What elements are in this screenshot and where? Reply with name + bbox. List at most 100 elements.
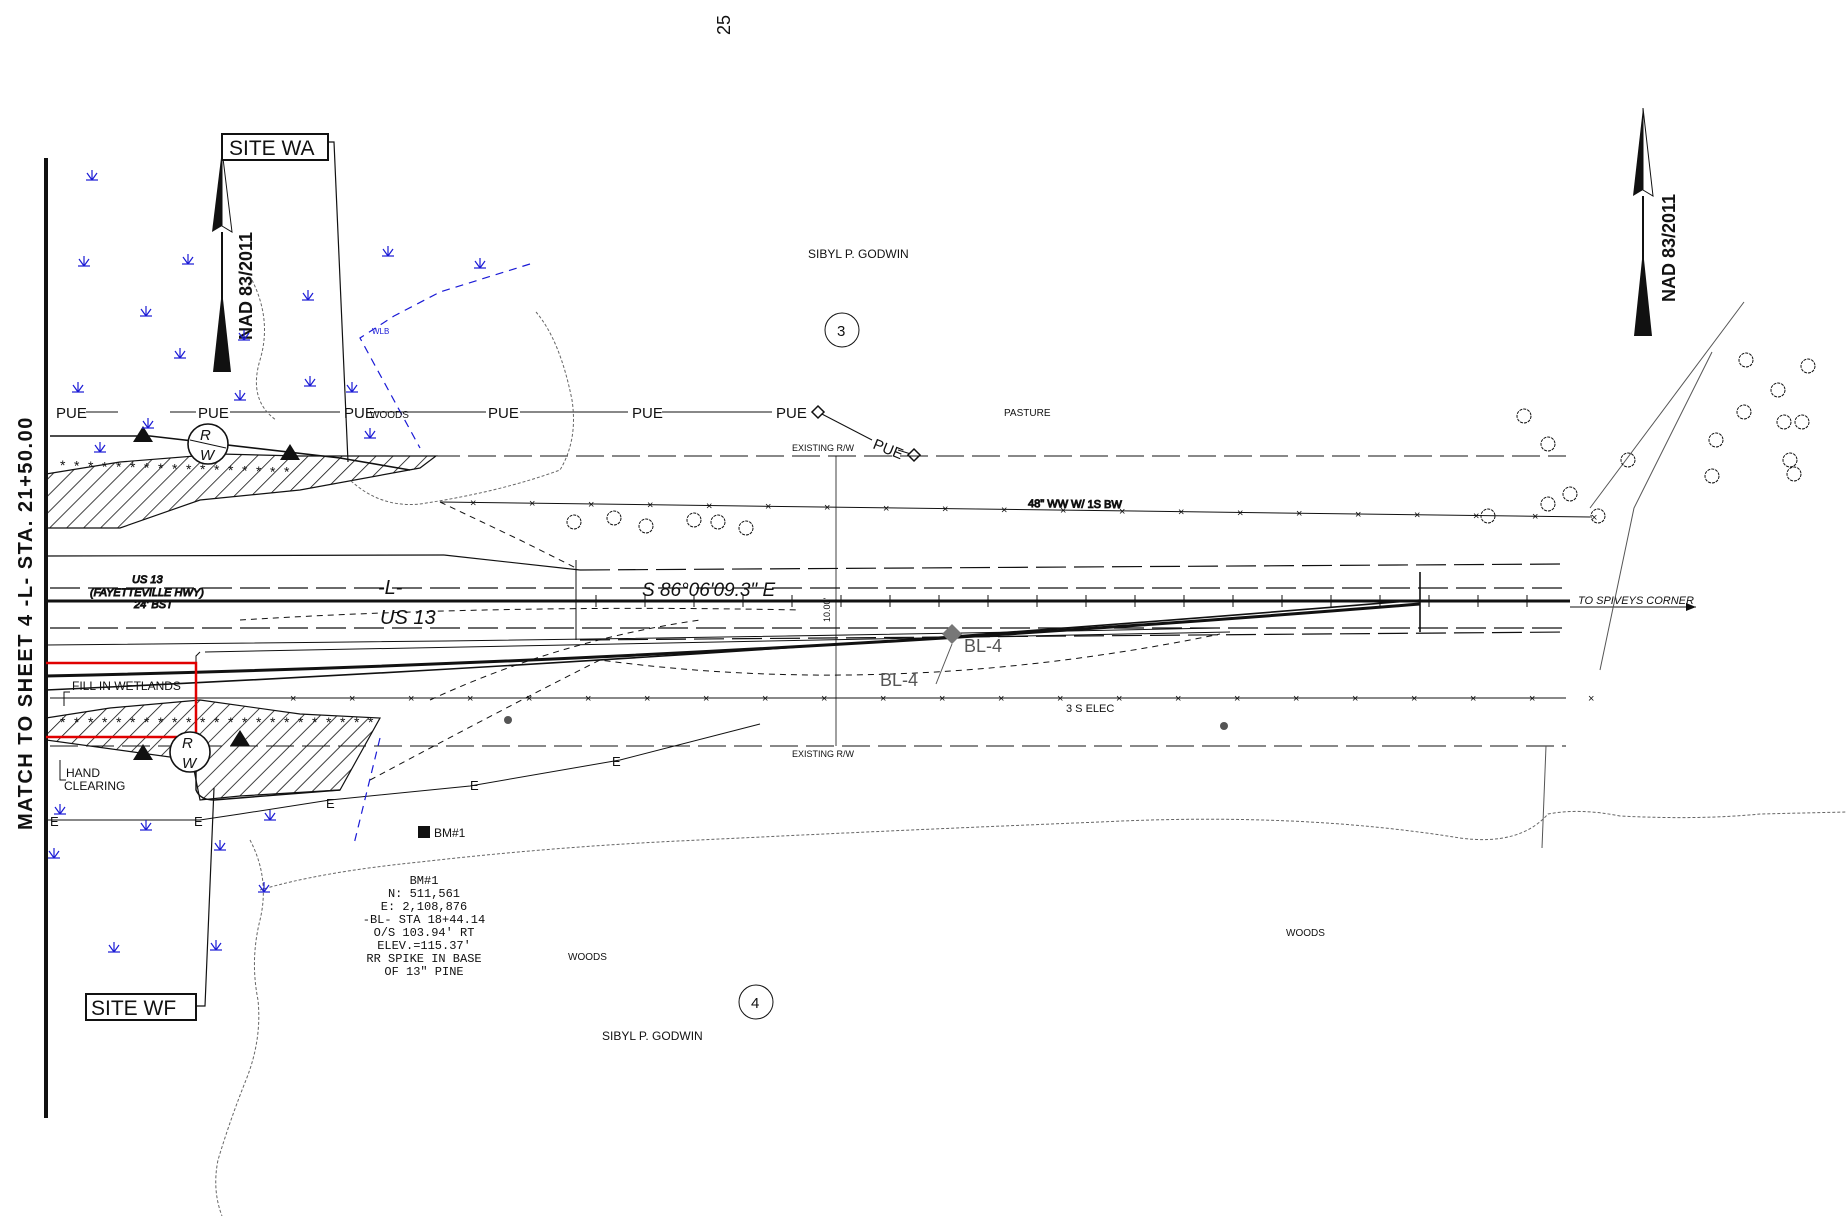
- marsh-icon: [474, 258, 486, 268]
- fence-x-marker: ×: [1293, 693, 1299, 705]
- shrub-icon: [1541, 437, 1555, 451]
- shrub-icon: [711, 515, 725, 529]
- shrub-icon: [639, 519, 653, 533]
- pue-label: PUE: [488, 405, 519, 422]
- fence-x-marker: ×: [1355, 509, 1361, 521]
- fence-x-marker: ×: [706, 500, 712, 512]
- marsh-icon: [182, 254, 194, 264]
- fence-x-marker: ×: [290, 693, 296, 705]
- tree-line: [216, 280, 1846, 1216]
- fence-x-marker: ×: [1237, 507, 1243, 519]
- fence-x-marker: ×: [939, 693, 945, 705]
- fence-x-marker: ×: [1588, 693, 1594, 705]
- fence-x-marker: ×: [1411, 693, 1417, 705]
- shrub-icon: [1563, 487, 1577, 501]
- wetland-boundary-line: [354, 264, 530, 844]
- rw-marker-letter: R: [200, 427, 211, 444]
- asterisk-mark: *: [284, 714, 290, 730]
- pue-label: PUE: [776, 405, 807, 422]
- shrub-icon: [1787, 467, 1801, 481]
- marsh-icon: [140, 306, 152, 316]
- asterisk-mark: *: [200, 714, 206, 730]
- marsh-icon: [302, 290, 314, 300]
- fence-x-marker: ×: [1532, 511, 1538, 523]
- slope-stake-lines: [240, 502, 1220, 780]
- north-arrow-left: NAD 83/2011: [212, 150, 256, 372]
- asterisk-mark: *: [130, 459, 136, 475]
- asterisk-mark: *: [298, 714, 304, 730]
- marsh-icon: [140, 820, 152, 830]
- marsh-icon: [210, 940, 222, 950]
- marsh-icon: [174, 348, 186, 358]
- existing-rw-label: EXISTING R/W: [792, 749, 855, 759]
- asterisk-mark: *: [256, 714, 262, 730]
- existing-road-label: US 13: [132, 574, 163, 586]
- fence-x-marker: ×: [349, 693, 355, 705]
- parcel-3-owner: SIBYL P. GODWIN: [808, 247, 909, 261]
- marsh-icon: [382, 246, 394, 256]
- parcel-4-owner: SIBYL P. GODWIN: [602, 1029, 703, 1043]
- marsh-icon: [142, 418, 154, 428]
- parcel-4-number: 4: [751, 995, 759, 1012]
- marsh-icon: [214, 840, 226, 850]
- hand-clearing-label: CLEARING: [64, 779, 125, 793]
- woods-label: WOODS: [568, 952, 607, 963]
- marsh-icon: [346, 382, 358, 392]
- asterisk-mark: *: [172, 460, 178, 476]
- benchmark-line: N: 511,561: [388, 887, 460, 901]
- asterisk-mark: *: [116, 714, 122, 730]
- baseline-label: BL-4: [880, 670, 918, 690]
- asterisk-mark: *: [60, 457, 66, 473]
- asterisk-mark: *: [88, 714, 94, 730]
- fence-x-marker: ×: [998, 693, 1004, 705]
- pue-label: PUE: [198, 405, 229, 422]
- fence-x-marker: ×: [1178, 507, 1184, 519]
- asterisk-mark: *: [74, 714, 80, 730]
- fence-x-marker: ×: [467, 693, 473, 705]
- wlb-label: WLB: [372, 327, 389, 336]
- alignment-route: US 13: [380, 607, 436, 629]
- asterisk-mark: *: [228, 462, 234, 478]
- svg-text:E: E: [470, 778, 479, 793]
- fence-x-marker: ×: [1175, 693, 1181, 705]
- asterisk-mark: *: [186, 714, 192, 730]
- pue-line: PUE PUE PUE PUE PUE PUE PUE: [56, 405, 920, 463]
- fence-x-marker: ×: [880, 693, 886, 705]
- elec-label: 3 S ELEC: [1066, 703, 1114, 715]
- marsh-icon: [234, 390, 246, 400]
- north-arrow-label: NAD 83/2011: [236, 232, 256, 340]
- fence-x-marker: ×: [1116, 693, 1122, 705]
- benchmark-line: OF 13" PINE: [384, 965, 463, 979]
- fence-x-marker: ×: [762, 693, 768, 705]
- fence-x-marker: ×: [408, 693, 414, 705]
- utility-pole: [1220, 722, 1228, 730]
- fence-x-marker: ×: [1119, 506, 1125, 518]
- asterisk-mark: *: [144, 714, 150, 730]
- asterisk-mark: *: [172, 714, 178, 730]
- rw-marker-letter: R: [182, 735, 193, 752]
- north-arrow-label: NAD 83/2011: [1659, 194, 1679, 302]
- fence-x-marker: ×: [883, 503, 889, 515]
- fence-x-marker: ×: [942, 504, 948, 516]
- asterisk-mark: *: [256, 463, 262, 479]
- fence-x-marker: ×: [824, 502, 830, 514]
- asterisk-mark: *: [158, 460, 164, 476]
- marsh-icon: [108, 942, 120, 952]
- svg-text:E: E: [194, 814, 203, 829]
- existing-road-name: (FAYETTEVILLE HWY): [90, 587, 204, 599]
- pue-label: PUE: [56, 405, 87, 422]
- pue-label: PUE: [871, 436, 906, 463]
- page-number: 25: [714, 15, 734, 35]
- fence-x-marker: ×: [1414, 510, 1420, 522]
- fence-x-marker: ×: [1296, 508, 1302, 520]
- asterisk-mark: *: [340, 714, 346, 730]
- benchmark-line: ELEV.=115.37': [377, 939, 471, 953]
- marsh-icon: [364, 428, 376, 438]
- asterisk-mark: *: [88, 458, 94, 474]
- fence-label: 48" WW W/ 1S BW: [1028, 498, 1122, 511]
- asterisk-mark: *: [200, 461, 206, 477]
- asterisk-mark: *: [116, 459, 122, 475]
- asterisk-mark: *: [284, 464, 290, 480]
- alignment-name: -L-: [378, 577, 403, 599]
- fence-x-marker: ×: [644, 693, 650, 705]
